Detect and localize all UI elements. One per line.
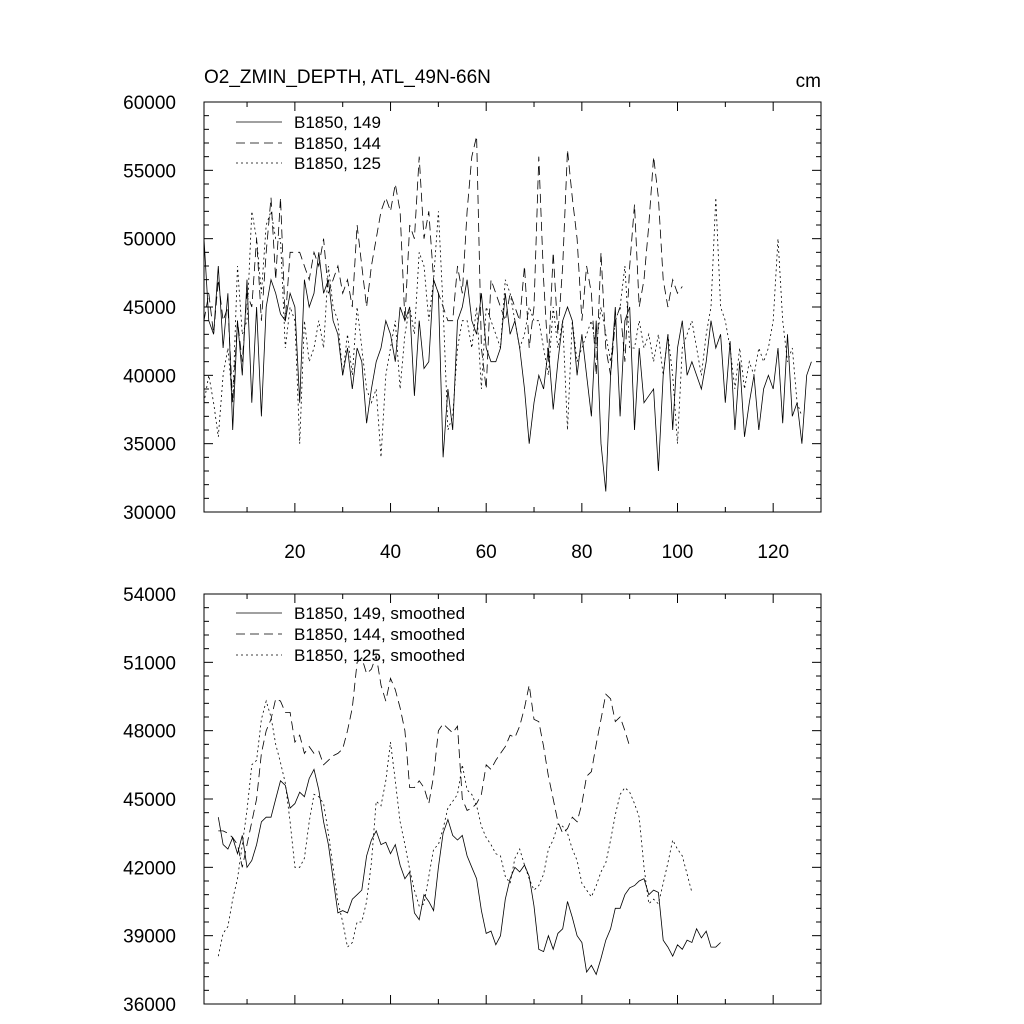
- top-series-line-1: [203, 136, 683, 403]
- top-y-tick-label: 60000: [123, 93, 176, 114]
- top-x-tick-label: 120: [757, 542, 789, 563]
- bottom-axis-ticks: 36000 39000 42000 45000 48000 51000 54000: [123, 585, 822, 1016]
- bottom-y-tick-label: 36000: [123, 995, 176, 1016]
- top-chart-title: O2_ZMIN_DEPTH, ATL_49N-66N: [204, 67, 491, 88]
- top-series-line-2: [203, 197, 803, 458]
- bottom-y-tick-label: 42000: [123, 858, 176, 879]
- top-series-line-0: [203, 238, 812, 492]
- top-x-tick-label: 100: [662, 542, 694, 563]
- top-x-tick-label: 60: [476, 542, 497, 563]
- top-y-tick-label: 45000: [123, 298, 176, 319]
- top-chart: O2_ZMIN_DEPTH, ATL_49N-66N cm 30000 35000…: [123, 67, 822, 563]
- bottom-series-group: [217, 655, 721, 976]
- top-axis-ticks: 30000 35000 40000 45000 50000 55000 60000 20 40 6…: [123, 93, 822, 563]
- bottom-chart: 36000 39000 42000 45000 48000 51000 54000 B185…: [123, 585, 822, 1016]
- top-legend: B1850, 149 B1850, 144 B1850, 125: [236, 113, 381, 173]
- legend-label-144: B1850, 144: [294, 134, 381, 153]
- legend-label-125: B1850, 125: [294, 154, 381, 173]
- top-y-tick-label: 40000: [123, 366, 176, 387]
- bottom-legend: B1850, 149, smoothed B1850, 144, smoothe…: [236, 604, 465, 665]
- legend-label-149: B1850, 149: [294, 113, 381, 132]
- top-y-tick-label: 55000: [123, 161, 176, 182]
- top-y-tick-label: 50000: [123, 230, 176, 251]
- bottom-series-line-0: [217, 768, 721, 976]
- bottom-series-line-1: [218, 655, 631, 868]
- top-x-tick-label: 20: [284, 542, 305, 563]
- top-chart-units: cm: [796, 71, 821, 92]
- top-x-tick-label: 40: [380, 542, 401, 563]
- top-y-tick-label: 35000: [123, 435, 176, 456]
- legend-label-144-smoothed: B1850, 144, smoothed: [294, 625, 465, 644]
- legend-label-149-smoothed: B1850, 149, smoothed: [294, 604, 465, 623]
- top-y-tick-label: 30000: [123, 503, 176, 524]
- legend-label-125-smoothed: B1850, 125, smoothed: [294, 646, 465, 665]
- top-x-tick-label: 80: [571, 542, 592, 563]
- top-series-group: [203, 136, 812, 492]
- bottom-y-tick-label: 45000: [123, 790, 176, 811]
- bottom-y-tick-label: 39000: [123, 927, 176, 948]
- bottom-y-tick-label: 48000: [123, 722, 176, 743]
- bottom-y-tick-label: 54000: [123, 585, 176, 606]
- bottom-series-line-2: [217, 699, 693, 957]
- bottom-y-tick-label: 51000: [123, 653, 176, 674]
